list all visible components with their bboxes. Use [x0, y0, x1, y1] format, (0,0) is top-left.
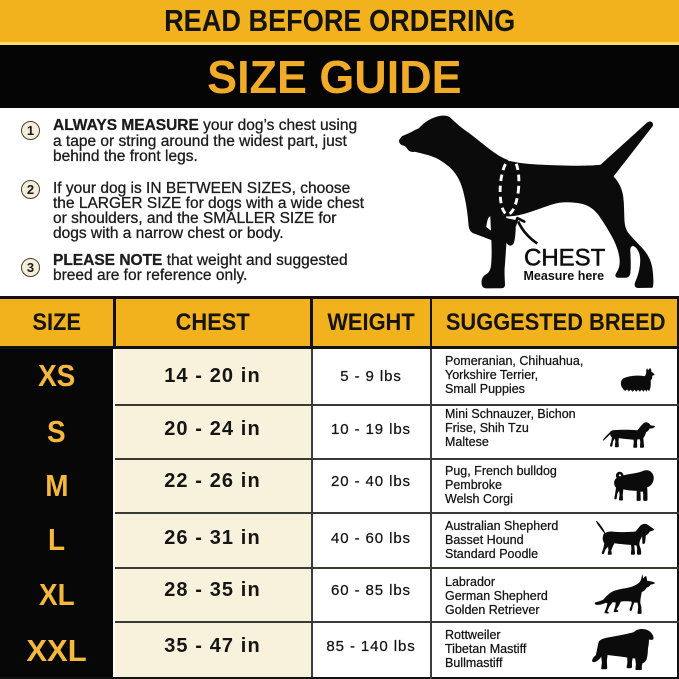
svg-text:Measure here: Measure here: [524, 269, 605, 283]
svg-text:CHEST: CHEST: [524, 244, 606, 271]
